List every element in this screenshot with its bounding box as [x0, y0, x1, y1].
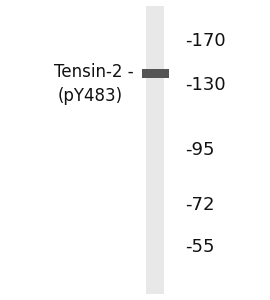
Bar	[146, 6, 164, 294]
Text: -72: -72	[185, 196, 214, 214]
Text: -55: -55	[185, 238, 214, 256]
Text: -170: -170	[185, 32, 225, 50]
Text: -95: -95	[185, 141, 214, 159]
Text: (pY483): (pY483)	[58, 87, 123, 105]
Text: Tensin-2 -: Tensin-2 -	[54, 63, 134, 81]
Text: -130: -130	[185, 76, 225, 94]
Bar	[142, 69, 169, 78]
